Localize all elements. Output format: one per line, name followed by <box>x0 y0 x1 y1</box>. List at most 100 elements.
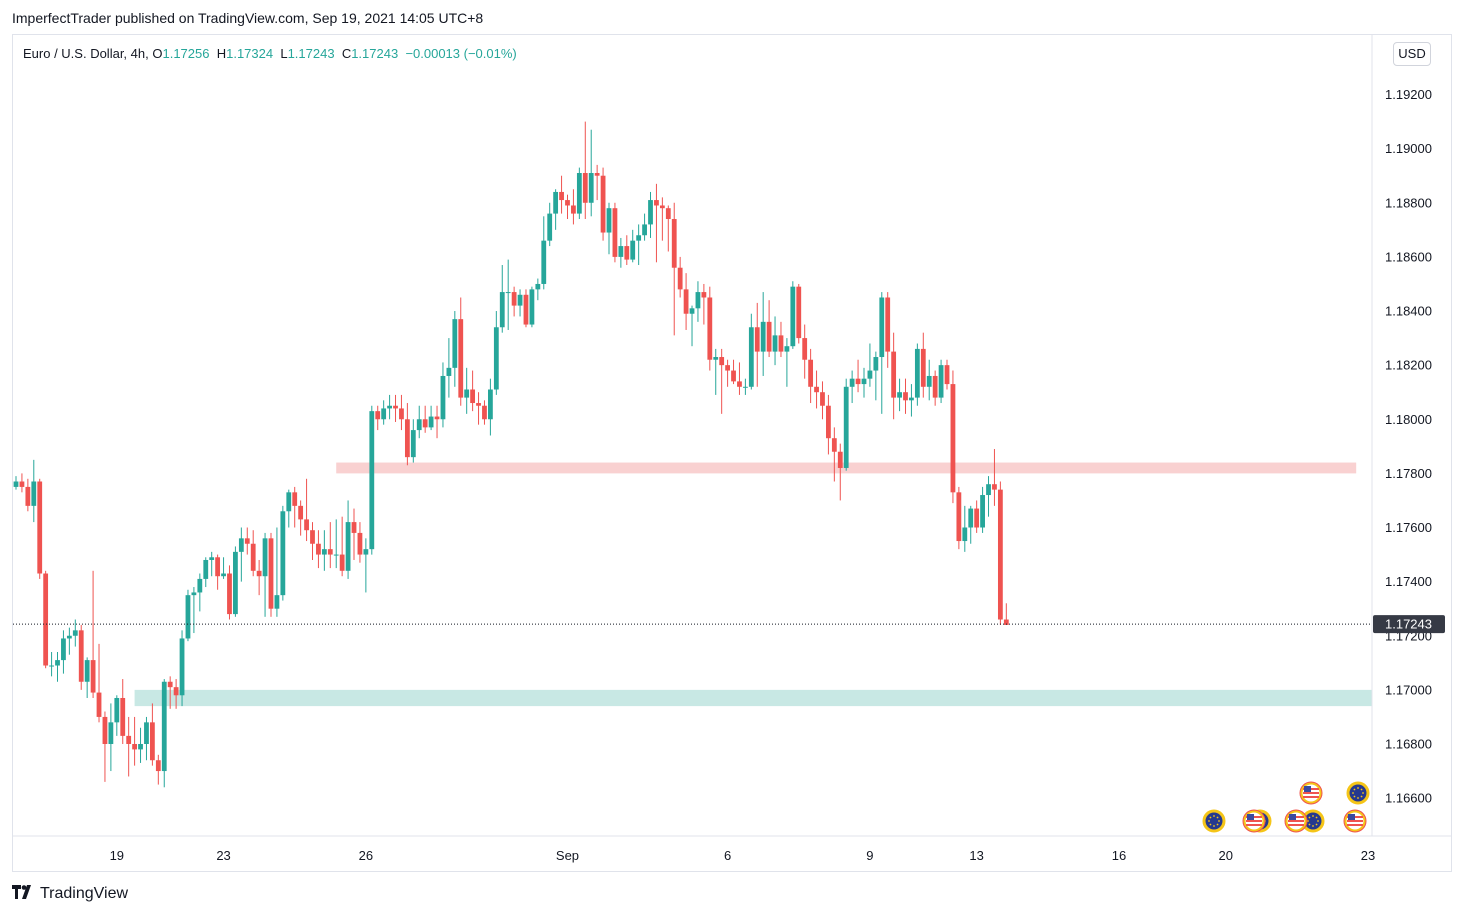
candle-body <box>831 438 837 452</box>
us-event-icon[interactable] <box>1299 781 1323 805</box>
candle-body <box>772 335 778 352</box>
candle <box>482 400 487 425</box>
candle-body <box>78 630 84 682</box>
support-zone <box>134 689 1372 707</box>
candle-body <box>748 327 754 387</box>
candle <box>642 213 647 241</box>
candle <box>72 619 78 647</box>
candle-body <box>268 538 274 609</box>
candle-body <box>185 595 191 639</box>
candle-body <box>197 578 203 593</box>
candle <box>897 378 902 412</box>
candle-body <box>802 338 808 360</box>
candle-body <box>155 760 161 772</box>
candle-body <box>321 549 327 555</box>
candle <box>84 657 90 698</box>
candle-body <box>725 365 730 371</box>
candle-body <box>49 665 54 667</box>
candle-body <box>316 543 321 555</box>
candle <box>867 343 873 387</box>
candle-body <box>250 543 256 571</box>
candle-body <box>606 208 612 233</box>
candle <box>796 283 802 344</box>
eu-star <box>1209 816 1212 819</box>
currency-button[interactable]: USD <box>1393 42 1431 66</box>
candle <box>968 505 974 544</box>
us-stripe <box>1288 824 1304 826</box>
candle <box>997 481 1003 625</box>
candle-body <box>464 389 470 398</box>
candle <box>891 332 897 420</box>
candle <box>37 478 43 579</box>
candle <box>185 589 191 642</box>
candle <box>298 500 304 536</box>
candlestick-chart[interactable]: 1.19200 1.19000 1.18800 1.18600 1.18400 1.182… <box>12 34 1452 872</box>
legend-open: 1.17256 <box>162 46 210 61</box>
candle <box>535 278 541 301</box>
candle-body <box>179 638 185 696</box>
candle-body <box>677 267 683 290</box>
candle-body <box>505 292 511 294</box>
eu-star <box>1208 820 1210 822</box>
candle <box>932 370 938 406</box>
candle <box>784 338 790 387</box>
candle-body <box>114 697 120 723</box>
candle-body <box>399 408 404 420</box>
eu-star <box>1308 823 1311 826</box>
candle-body <box>950 384 956 493</box>
y-tick-label: 1.18800 <box>1385 195 1432 210</box>
candle-body <box>624 246 630 260</box>
candle <box>55 651 60 682</box>
candle-body <box>909 397 914 401</box>
candle <box>677 256 683 298</box>
candle <box>914 343 920 406</box>
candle <box>61 630 66 674</box>
candle-body <box>440 375 446 420</box>
candle <box>553 189 559 230</box>
us-event-icon[interactable] <box>1343 809 1367 833</box>
eu-event-icon[interactable] <box>1202 809 1226 833</box>
candle <box>582 121 588 220</box>
candle <box>96 643 102 723</box>
candle <box>351 508 357 560</box>
candle-body <box>244 538 250 544</box>
candle-body <box>511 292 517 306</box>
candle <box>488 378 493 436</box>
us-canton <box>1289 814 1296 820</box>
candle <box>630 229 636 263</box>
candle <box>191 587 197 634</box>
candle-body <box>576 173 582 214</box>
candle-body <box>191 592 197 596</box>
candle-body <box>541 240 547 284</box>
legend-close: 1.17243 <box>351 46 399 61</box>
candle <box>470 370 476 412</box>
candle <box>820 381 825 420</box>
candle-body <box>594 173 600 176</box>
candle <box>571 189 576 225</box>
legend-high: 1.17324 <box>226 46 274 61</box>
us-event-icon[interactable] <box>1242 809 1266 833</box>
eu-event-icon[interactable] <box>1301 809 1325 833</box>
candle-body <box>754 327 760 352</box>
candle-body <box>559 191 564 201</box>
eu-event-icon[interactable] <box>1346 781 1370 805</box>
candle <box>778 321 784 358</box>
candle-body <box>37 481 43 574</box>
us-stripe <box>1347 824 1363 826</box>
publisher-line: ImperfectTrader published on TradingView… <box>12 10 484 26</box>
candle <box>731 359 736 385</box>
candle <box>559 175 564 214</box>
candle <box>197 573 203 612</box>
candle-body <box>351 522 357 533</box>
candle-body <box>719 357 725 366</box>
candle <box>256 559 262 596</box>
candle <box>879 292 885 414</box>
candle <box>843 378 849 471</box>
candle <box>837 443 843 501</box>
candle-body <box>820 392 825 406</box>
eu-flag-disc <box>1205 812 1223 830</box>
candle-body <box>13 481 19 487</box>
candle-body <box>695 292 701 309</box>
tradingview-logo[interactable]: TradingView <box>12 884 128 904</box>
us-event-icon[interactable] <box>1284 809 1308 833</box>
